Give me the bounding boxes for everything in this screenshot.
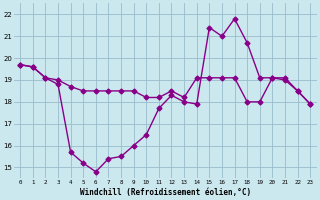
- X-axis label: Windchill (Refroidissement éolien,°C): Windchill (Refroidissement éolien,°C): [80, 188, 251, 197]
